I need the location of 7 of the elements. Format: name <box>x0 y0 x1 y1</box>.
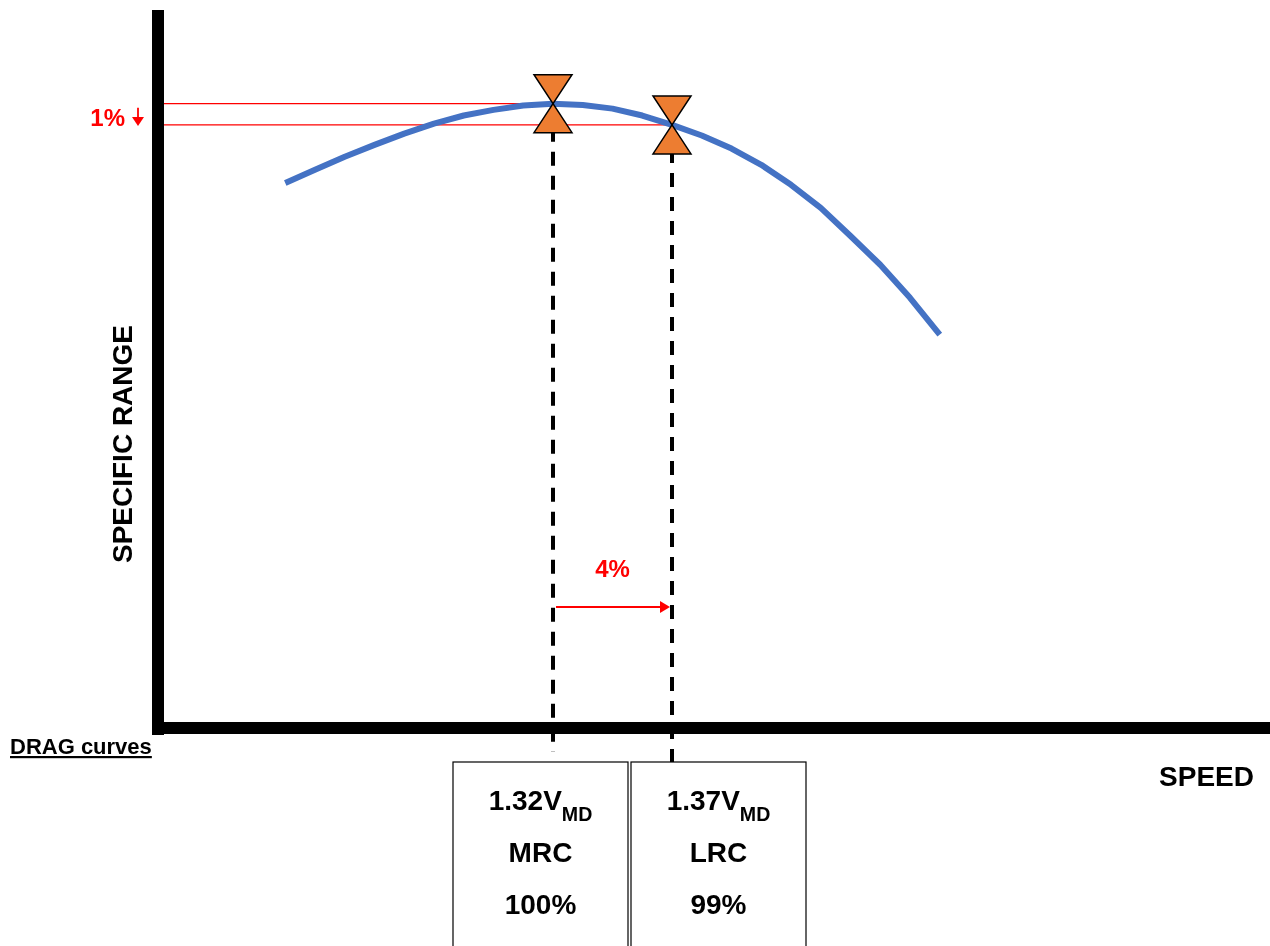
text: 1% <box>90 104 125 131</box>
y-axis-title: SPECIFIC RANGE <box>107 324 138 564</box>
text: SPEED <box>1159 761 1254 792</box>
annotation: 4% <box>595 555 630 582</box>
text: DRAG curves <box>10 734 152 759</box>
text: 1.32V$_{MD}$ MRC 100% <box>488 785 593 920</box>
text: 1.37V$_{MD}$ LRC 99% <box>666 785 771 920</box>
